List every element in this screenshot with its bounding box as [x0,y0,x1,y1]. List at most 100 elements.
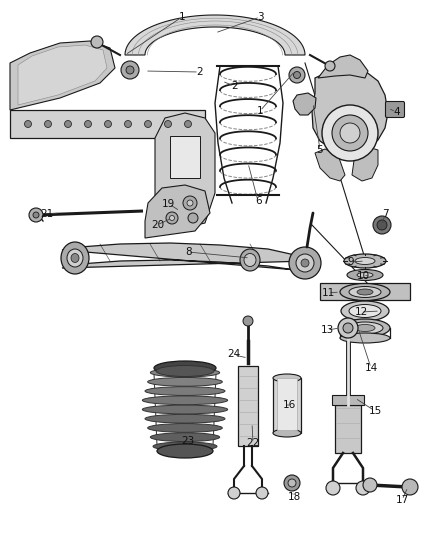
Ellipse shape [142,405,228,414]
Ellipse shape [357,289,373,295]
Circle shape [91,36,103,48]
Circle shape [188,213,198,223]
Circle shape [284,475,300,491]
Polygon shape [155,113,215,233]
Circle shape [340,123,360,143]
Ellipse shape [145,414,225,423]
Text: 7: 7 [382,209,389,219]
Ellipse shape [157,444,213,458]
Circle shape [377,220,387,230]
Circle shape [256,487,268,499]
Text: 19: 19 [162,199,175,208]
Circle shape [343,323,353,333]
Ellipse shape [240,249,260,271]
Text: 2: 2 [196,67,203,77]
Circle shape [243,316,253,326]
Ellipse shape [340,284,390,301]
Text: 2: 2 [231,82,238,91]
Ellipse shape [340,319,390,337]
Circle shape [184,120,191,127]
Ellipse shape [341,301,389,321]
Polygon shape [125,15,305,55]
Bar [273,378,301,433]
Text: 1: 1 [257,106,264,116]
Circle shape [126,66,134,74]
Ellipse shape [154,361,216,375]
Polygon shape [320,283,410,300]
Ellipse shape [145,386,225,395]
Text: 11: 11 [322,288,335,298]
Text: 10: 10 [357,271,370,280]
Ellipse shape [244,254,256,266]
Ellipse shape [349,287,381,297]
Circle shape [29,208,43,222]
Polygon shape [312,68,388,152]
Circle shape [170,215,174,221]
Polygon shape [62,243,308,271]
Ellipse shape [142,396,228,405]
Ellipse shape [355,257,375,264]
Bar [335,405,361,453]
Ellipse shape [273,374,301,382]
Polygon shape [315,149,345,181]
Circle shape [105,120,112,127]
Circle shape [338,318,358,338]
Circle shape [124,120,131,127]
Circle shape [85,120,92,127]
Ellipse shape [156,366,214,376]
Text: 16: 16 [283,400,296,410]
Circle shape [289,247,321,279]
Text: 1: 1 [178,12,185,22]
Circle shape [228,487,240,499]
Ellipse shape [153,442,217,451]
Text: 9: 9 [347,257,354,267]
Bar [332,395,364,405]
Circle shape [183,196,197,210]
Ellipse shape [150,433,220,441]
Circle shape [402,479,418,495]
Circle shape [145,120,152,127]
Polygon shape [352,147,378,181]
Circle shape [373,216,391,234]
Text: 4: 4 [393,107,400,117]
Circle shape [64,120,71,127]
Circle shape [289,67,305,83]
Ellipse shape [148,424,223,432]
Circle shape [45,120,52,127]
Circle shape [296,254,314,272]
Ellipse shape [349,304,381,318]
Circle shape [325,61,335,71]
Circle shape [187,200,193,206]
Circle shape [293,71,300,78]
Circle shape [25,120,32,127]
Text: 18: 18 [288,492,301,502]
Ellipse shape [148,377,223,386]
Text: 13: 13 [321,326,334,335]
Polygon shape [10,41,115,110]
Circle shape [301,259,309,267]
Bar [170,136,200,178]
Text: 5: 5 [316,146,323,155]
Ellipse shape [273,429,301,437]
Text: 24: 24 [228,350,241,359]
Text: 6: 6 [255,196,262,206]
Circle shape [332,115,368,151]
Circle shape [121,61,139,79]
Ellipse shape [357,272,373,278]
Ellipse shape [347,270,383,280]
Ellipse shape [344,254,386,268]
Ellipse shape [61,242,89,274]
Polygon shape [18,45,107,105]
Circle shape [288,479,296,487]
Ellipse shape [67,249,83,267]
Polygon shape [145,185,210,238]
Bar [238,366,258,446]
Text: 23: 23 [182,437,195,446]
Circle shape [322,105,378,161]
Circle shape [363,478,377,492]
Circle shape [356,481,370,495]
Text: 21: 21 [41,209,54,219]
Text: 22: 22 [247,439,260,448]
Text: 20: 20 [151,220,164,230]
Ellipse shape [71,254,79,262]
